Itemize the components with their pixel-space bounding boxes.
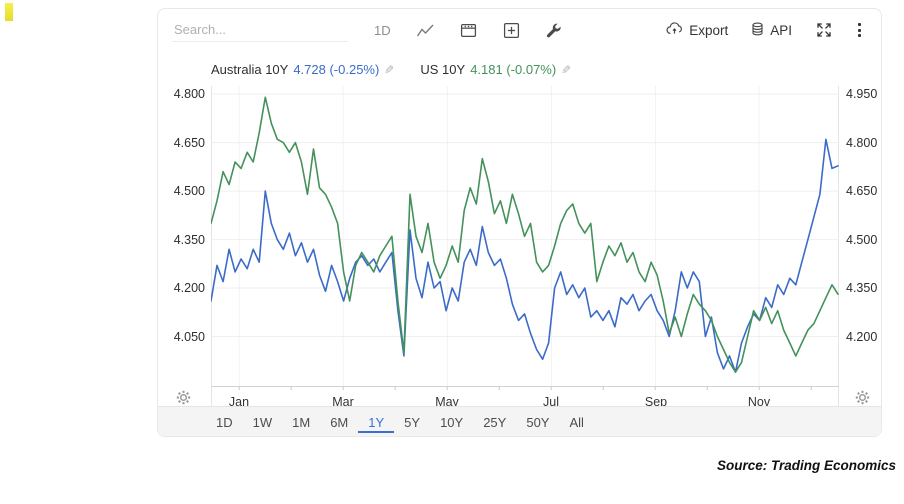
- api-label: API: [770, 22, 792, 38]
- y-axis-tick-label: 4.650: [173, 136, 205, 150]
- more-options-icon[interactable]: [856, 21, 863, 39]
- y-axis-tick-label: 4.050: [173, 330, 205, 344]
- legend-series-value: 4.181 (-0.07%): [470, 62, 557, 77]
- add-panel-icon[interactable]: [503, 22, 520, 39]
- line-chart-icon[interactable]: [416, 24, 434, 37]
- range-button-5y[interactable]: 5Y: [404, 414, 421, 430]
- y-axis-tick-label: 4.200: [173, 281, 205, 295]
- calendar-icon[interactable]: [460, 22, 477, 39]
- right-axis-line: [838, 86, 839, 408]
- range-button-1w[interactable]: 1W: [252, 414, 273, 430]
- legend-item[interactable]: US 10Y 4.181 (-0.07%) ✎: [420, 62, 571, 77]
- source-note: Source: Trading Economics: [716, 458, 896, 473]
- range-button-1y[interactable]: 1Y: [358, 411, 395, 433]
- export-button[interactable]: Export: [665, 21, 728, 39]
- y-axis-tick-label: 4.800: [173, 87, 205, 101]
- range-button-all[interactable]: All: [569, 414, 584, 430]
- range-button-25y[interactable]: 25Y: [483, 414, 507, 430]
- cloud-export-icon: [665, 21, 684, 39]
- range-button-10y[interactable]: 10Y: [440, 414, 464, 430]
- wrench-icon[interactable]: [546, 22, 562, 38]
- edit-pencil-icon[interactable]: ✎: [561, 62, 572, 77]
- interval-selector[interactable]: 1D: [374, 22, 391, 38]
- y-axis-tick-label: 4.500: [173, 184, 205, 198]
- y-axis-tick-label: 4.950: [846, 87, 878, 101]
- legend-series-name: US 10Y: [420, 62, 466, 77]
- y-axis-tick-label: 4.500: [846, 233, 878, 247]
- legend: Australia 10Y 4.728 (-0.25%) ✎ US 10Y 4.181 …: [211, 62, 571, 77]
- edit-pencil-icon[interactable]: ✎: [384, 62, 395, 77]
- y-axis-tick-label: 4.350: [173, 233, 205, 247]
- yellow-highlight-mark: [5, 3, 13, 21]
- legend-series-value: 4.728 (-0.25%): [293, 62, 380, 77]
- range-button-50y[interactable]: 50Y: [526, 414, 550, 430]
- y-axis-tick-label: 4.650: [846, 184, 878, 198]
- legend-series-name: Australia 10Y: [211, 62, 289, 77]
- range-button-1m[interactable]: 1M: [292, 414, 311, 430]
- y-axis-tick-label: 4.800: [846, 136, 878, 150]
- chart-toolbar: 1D: [158, 9, 881, 51]
- export-label: Export: [689, 22, 729, 38]
- y-axis-tick-label: 4.350: [846, 281, 878, 295]
- database-api-icon: [750, 21, 765, 40]
- y-axis-tick-label: 4.200: [846, 330, 878, 344]
- chart-canvas[interactable]: [211, 86, 839, 392]
- range-button-1d[interactable]: 1D: [216, 414, 233, 430]
- fullscreen-icon[interactable]: [816, 22, 832, 38]
- api-button[interactable]: API: [750, 21, 792, 40]
- range-button-6m[interactable]: 6M: [330, 414, 349, 430]
- right-axis-settings-gear-icon[interactable]: [854, 389, 871, 411]
- left-axis-settings-gear-icon[interactable]: [175, 389, 192, 411]
- range-selector: 1D 1W 1M 6M 1Y 5Y 10Y 25Y 50Y All: [158, 406, 881, 436]
- legend-item[interactable]: Australia 10Y 4.728 (-0.25%) ✎: [211, 62, 394, 77]
- toolbar-right-group: Export API: [643, 21, 867, 40]
- x-axis-line: [211, 386, 839, 387]
- chart-widget: 1D: [157, 8, 882, 437]
- left-axis-line: [211, 86, 212, 408]
- search-input[interactable]: [172, 18, 348, 42]
